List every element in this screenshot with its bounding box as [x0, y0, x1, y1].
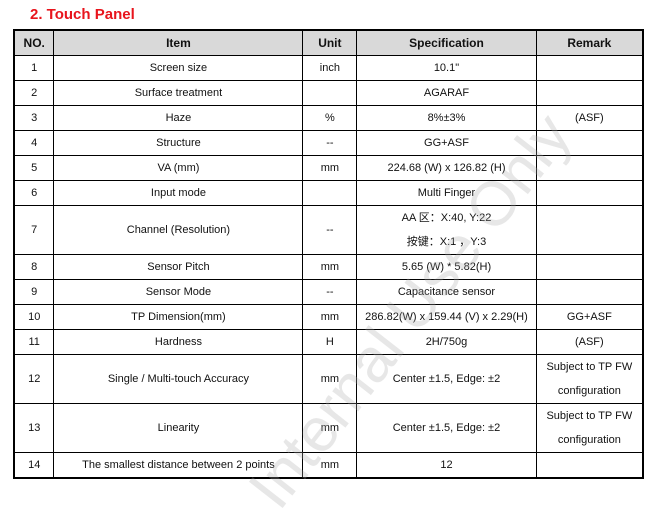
cell-spec: AA 区：X:40, Y:22 按键：X:1 ，Y:3 — [356, 205, 537, 255]
cell-spec: Capacitance sensor — [356, 279, 537, 305]
table-row: 10 TP Dimension(mm) mm 286.82(W) x 159.44 (… — [13, 304, 644, 330]
cell-unit: inch — [302, 55, 358, 81]
cell-no: 7 — [13, 205, 55, 255]
cell-item: The smallest distance between 2 points — [53, 452, 304, 479]
cell-remark — [535, 452, 644, 479]
cell-no: 11 — [13, 329, 55, 355]
table-row: 8 Sensor Pitch mm 5.65 (W) * 5.82(H) — [13, 254, 644, 280]
table-row: 4 Structure -- GG+ASF — [13, 130, 644, 156]
cell-item: TP Dimension(mm) — [53, 304, 304, 330]
touch-panel-spec-table: NO. Item Unit Specification Remark 1 Scre… — [13, 29, 644, 479]
cell-unit: H — [302, 329, 358, 355]
cell-unit: mm — [302, 452, 358, 479]
header-remark: Remark — [535, 29, 644, 56]
cell-spec: Multi Finger — [356, 180, 537, 206]
cell-spec: Center ±1.5, Edge: ±2 — [356, 354, 537, 404]
table-header-row: NO. Item Unit Specification Remark — [13, 29, 644, 56]
cell-item: VA (mm) — [53, 155, 304, 181]
section-title: 2. Touch Panel — [30, 6, 135, 23]
table-row: 7 Channel (Resolution) -- AA 区：X:40, Y:22 按键… — [13, 205, 644, 255]
cell-remark — [535, 130, 644, 156]
cell-remark: Subject to TP FW configuration — [535, 354, 644, 404]
cell-no: 10 — [13, 304, 55, 330]
cell-unit: -- — [302, 279, 358, 305]
cell-unit: mm — [302, 155, 358, 181]
cell-no: 2 — [13, 80, 55, 106]
cell-remark — [535, 80, 644, 106]
cell-item: Single / Multi-touch Accuracy — [53, 354, 304, 404]
cell-unit: mm — [302, 304, 358, 330]
cell-unit: mm — [302, 254, 358, 280]
cell-item: Surface treatment — [53, 80, 304, 106]
table-row: 9 Sensor Mode -- Capacitance sensor — [13, 279, 644, 305]
cell-remark: (ASF) — [535, 329, 644, 355]
cell-unit — [302, 180, 358, 206]
cell-no: 5 — [13, 155, 55, 181]
cell-no: 3 — [13, 105, 55, 131]
table-row: 1 Screen size inch 10.1" — [13, 55, 644, 81]
cell-remark: (ASF) — [535, 105, 644, 131]
header-no: NO. — [13, 29, 55, 56]
cell-no: 6 — [13, 180, 55, 206]
cell-item: Hardness — [53, 329, 304, 355]
cell-spec-line: AA 区：X:40, Y:22 — [401, 212, 492, 224]
cell-spec: 10.1" — [356, 55, 537, 81]
cell-item: Channel (Resolution) — [53, 205, 304, 255]
cell-spec: 8%±3% — [356, 105, 537, 131]
cell-remark: GG+ASF — [535, 304, 644, 330]
cell-spec: Center ±1.5, Edge: ±2 — [356, 403, 537, 453]
cell-no: 9 — [13, 279, 55, 305]
cell-spec: 5.65 (W) * 5.82(H) — [356, 254, 537, 280]
table-row: 3 Haze% 8%±3% (ASF) — [13, 105, 644, 131]
table-row: 2 Surface treatment AGARAF — [13, 80, 644, 106]
cell-unit: mm — [302, 354, 358, 404]
cell-no: 12 — [13, 354, 55, 404]
cell-item: Screen size — [53, 55, 304, 81]
header-unit: Unit — [302, 29, 358, 56]
cell-spec: 12 — [356, 452, 537, 479]
cell-remark-line: Subject to TP FW — [546, 410, 633, 422]
cell-remark: Subject to TP FW configuration — [535, 403, 644, 453]
cell-no: 13 — [13, 403, 55, 453]
cell-unit: mm — [302, 403, 358, 453]
cell-remark-line: configuration — [557, 385, 621, 397]
table-row: 14 The smallest distance between 2 points… — [13, 452, 644, 479]
cell-no: 4 — [13, 130, 55, 156]
cell-unit: % — [302, 105, 358, 131]
cell-spec: AGARAF — [356, 80, 537, 106]
table-row: 13 Linearity mm Center ±1.5, Edge: ±2 Subjec… — [13, 403, 644, 453]
cell-remark — [535, 254, 644, 280]
cell-unit — [302, 80, 358, 106]
cell-remark-line: configuration — [557, 434, 621, 446]
cell-remark — [535, 279, 644, 305]
cell-remark — [535, 155, 644, 181]
cell-spec: 2H/750g — [356, 329, 537, 355]
cell-unit: -- — [302, 205, 358, 255]
cell-remark-line: Subject to TP FW — [546, 361, 633, 373]
table-row: 11 Hardness H 2H/750g (ASF) — [13, 329, 644, 355]
cell-remark — [535, 180, 644, 206]
table-row: 6 Input mode Multi Finger — [13, 180, 644, 206]
cell-no: 8 — [13, 254, 55, 280]
cell-item: Sensor Pitch — [53, 254, 304, 280]
cell-no: 1 — [13, 55, 55, 81]
table-row: 12 Single / Multi-touch Accuracy mm Center … — [13, 354, 644, 404]
cell-spec: 224.68 (W) x 126.82 (H) — [356, 155, 537, 181]
cell-no: 14 — [13, 452, 55, 479]
cell-item: Input mode — [53, 180, 304, 206]
header-item: Item — [53, 29, 304, 56]
cell-item: Haze — [53, 105, 304, 131]
cell-spec-line: 按键：X:1 ，Y:3 — [406, 236, 487, 248]
cell-item: Structure — [53, 130, 304, 156]
cell-remark — [535, 205, 644, 255]
header-specification: Specification — [356, 29, 537, 56]
cell-item: Sensor Mode — [53, 279, 304, 305]
cell-remark — [535, 55, 644, 81]
cell-unit: -- — [302, 130, 358, 156]
cell-item: Linearity — [53, 403, 304, 453]
cell-spec: 286.82(W) x 159.44 (V) x 2.29(H) — [356, 304, 537, 330]
cell-spec: GG+ASF — [356, 130, 537, 156]
table-row: 5 VA (mm) mm 224.68 (W) x 126.82 (H) — [13, 155, 644, 181]
